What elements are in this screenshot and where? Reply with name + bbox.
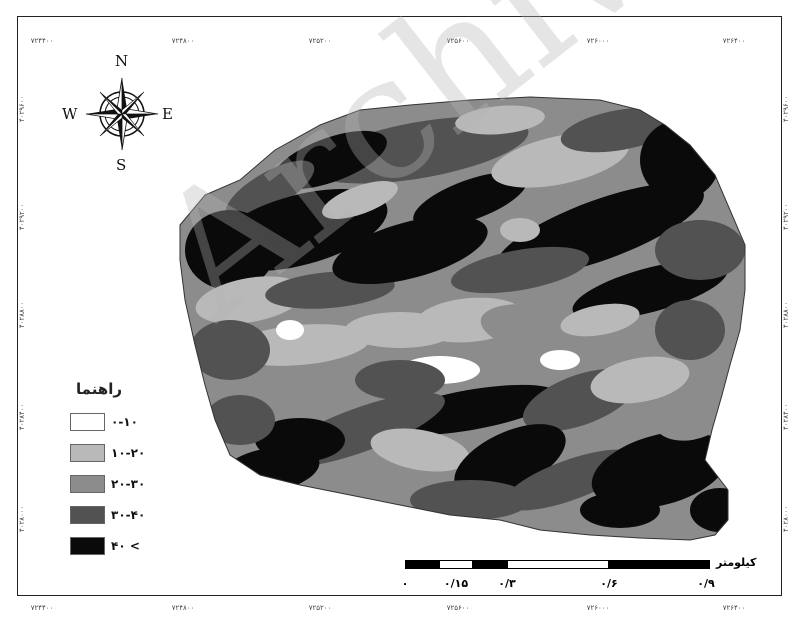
tick-bottom-0: ۷۲۴۴۰۰ [30,604,54,612]
zone-patch [190,320,270,380]
zone-patch [381,384,559,436]
zone-patch [655,300,725,360]
legend-item: ۲۰-۳۰ [70,472,190,496]
tick-bottom-3: ۷۲۵۶۰۰ [446,604,470,612]
zone-patch [355,360,445,400]
tick-left-4: ۴۰۲۸۰۰۰ [18,505,26,532]
tick-bottom-2: ۷۲۵۲۰۰ [308,604,332,612]
scale-label: ۰/۹ [697,577,715,590]
zone-patch [590,356,690,404]
zone-patch [322,181,398,219]
legend-swatch [70,444,105,462]
tick-right-4: ۴۰۲۸۰۰۰ [782,505,790,532]
legend-label: ۲۰-۳۰ [111,477,146,491]
legend-swatch [70,506,105,524]
zone-patch [185,210,275,290]
scale-bar-unit: کیلومتر [716,556,757,569]
tick-left-1: ۴۰۲۹۲۰۰ [18,203,26,230]
zone-patch [655,399,725,441]
legend-swatch [70,413,105,431]
zone-patch [540,350,580,370]
map-frame [17,16,782,596]
legend-swatch [70,537,105,555]
classified-zones [180,97,745,540]
zone-patch [580,492,660,528]
legend-label: ۳۰-۴۰ [111,508,146,522]
tick-left-3: ۴۰۲۸۴۰۰ [18,403,26,430]
tick-top-4: ۷۲۶۰۰۰ [586,37,610,45]
zone-patch [413,172,527,228]
zone-patch [332,215,488,285]
scale-label: ۰/۳ [498,577,516,590]
tick-right-3: ۴۰۲۸۴۰۰ [782,403,790,430]
zone-patch [450,246,590,294]
legend-item: ۴۰ < [70,534,190,558]
scale-bar [405,560,710,569]
zone-patch [591,431,729,509]
tick-left-0: ۴۰۲۹۶۰۰ [18,95,26,122]
tick-top-5: ۷۲۶۴۰۰ [722,37,746,45]
tick-top-0: ۷۲۴۴۰۰ [30,37,54,45]
zone-patch [410,480,530,520]
compass-rose-icon [85,77,159,151]
tick-right-2: ۴۰۲۸۸۰۰ [782,301,790,328]
tick-bottom-1: ۷۲۴۸۰۰ [171,604,195,612]
scale-segment [405,560,439,569]
zone-patch [345,312,455,348]
zone-patch [560,303,640,337]
zone-patch [655,220,745,280]
tick-top-2: ۷۲۵۲۰۰ [308,37,332,45]
compass-south-label: S [116,156,127,174]
tick-bottom-4: ۷۲۶۰۰۰ [586,604,610,612]
study-area-boundary [179,96,746,541]
legend-label: ۰-۱۰ [111,415,138,429]
scale-label: ۰/۱۵ [443,577,469,590]
scale-segment [473,560,507,569]
zone-patch [455,105,545,135]
scale-segment [439,560,473,569]
legend-item: ۰-۱۰ [70,410,190,434]
scale-segment [609,560,710,569]
zone-patch [370,428,470,472]
legend-label: ۱۰-۲۰ [111,446,146,460]
legend-title: راهنما [76,380,122,398]
map-legend: راهنما ۰-۱۰ ۱۰-۲۰ ۲۰-۳۰ ۳۰-۴۰ ۴۰ < [70,380,190,565]
tick-right-0: ۴۰۲۹۶۰۰ [782,95,790,122]
legend-item: ۳۰-۴۰ [70,503,190,527]
compass-north-label: N [115,52,129,70]
zone-patch [454,424,566,496]
scale-segment [507,560,609,569]
zone-patch [205,395,275,445]
scale-label: ۰/۶ [600,577,618,590]
tick-top-3: ۷۲۵۶۰۰ [446,37,470,45]
compass-west-label: W [62,105,78,123]
legend-item: ۱۰-۲۰ [70,441,190,465]
tick-top-1: ۷۲۴۸۰۰ [171,37,195,45]
scale-label: ۰ [401,577,409,590]
compass-east-label: E [162,105,173,123]
zone-patch [276,320,304,340]
legend-swatch [70,475,105,493]
tick-left-2: ۴۰۲۸۸۰۰ [18,301,26,328]
zone-patch [500,218,540,242]
legend-label: ۴۰ < [111,539,140,553]
tick-right-1: ۴۰۲۹۲۰۰ [782,203,790,230]
north-arrow-compass: N S E W [60,52,180,174]
zone-patch [225,160,315,220]
tick-bottom-5: ۷۲۶۴۰۰ [722,604,746,612]
